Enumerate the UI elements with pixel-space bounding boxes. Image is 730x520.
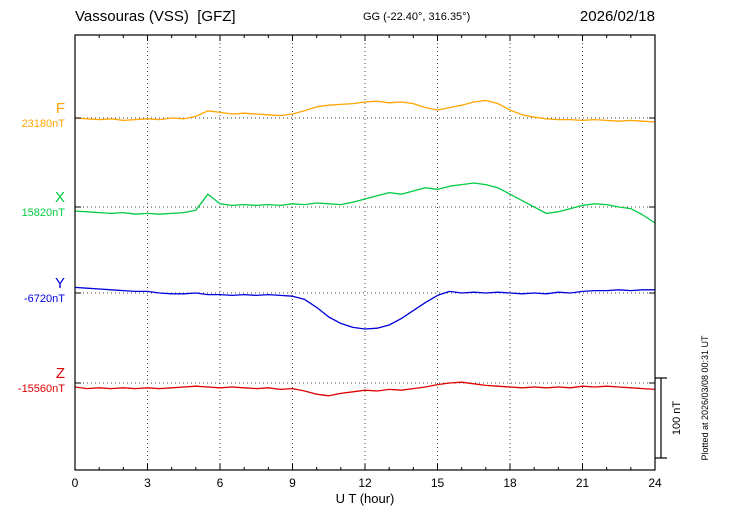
channel-baseline-z: -15560nT — [17, 382, 65, 395]
svg-text:6: 6 — [217, 476, 224, 490]
svg-text:3: 3 — [144, 476, 151, 490]
svg-text:18: 18 — [503, 476, 517, 490]
channel-label-x: X 15820nT — [3, 189, 65, 219]
channel-name-x: X — [54, 189, 65, 206]
channel-label-f: F 23180nT — [3, 100, 65, 130]
svg-text:9: 9 — [289, 476, 296, 490]
plot-date: 2026/02/18 — [579, 8, 655, 25]
svg-text:Plotted at 2026/03/08 00:31 UT: Plotted at 2026/03/08 00:31 UT — [700, 335, 710, 461]
svg-text:0: 0 — [72, 476, 79, 490]
station-title: Vassouras (VSS) [GFZ] — [75, 8, 236, 25]
channel-label-y: Y -6720nT — [3, 275, 65, 305]
channel-baseline-f: 23180nT — [21, 117, 65, 130]
channel-name-z: Z — [55, 365, 65, 382]
svg-text:100 nT: 100 nT — [671, 401, 683, 436]
svg-text:U T (hour): U T (hour) — [336, 491, 395, 506]
geographic-coordinates: GG (-22.40°, 316.35°) — [363, 11, 471, 23]
channel-baseline-y: -6720nT — [24, 292, 65, 305]
svg-text:15: 15 — [431, 476, 445, 490]
channel-name-y: Y — [54, 275, 65, 292]
channel-baseline-x: 15820nT — [21, 206, 65, 219]
svg-text:12: 12 — [358, 476, 372, 490]
channel-label-z: Z -15560nT — [3, 365, 65, 395]
svg-text:24: 24 — [648, 476, 662, 490]
channel-name-f: F — [55, 100, 65, 117]
svg-text:21: 21 — [576, 476, 590, 490]
